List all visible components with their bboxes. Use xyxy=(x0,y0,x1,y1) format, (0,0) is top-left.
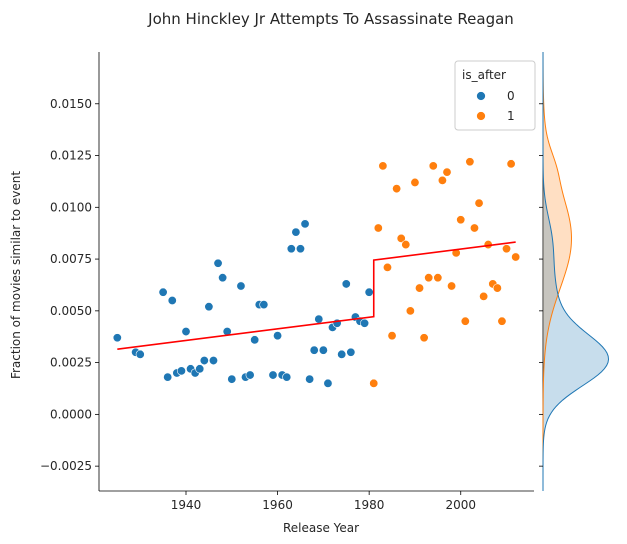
data-point-after xyxy=(460,316,470,326)
data-point-after xyxy=(378,161,388,171)
data-point-after xyxy=(382,262,392,272)
data-point-before xyxy=(337,349,347,359)
marginal-kde-plot xyxy=(539,52,610,491)
data-point-before xyxy=(245,370,255,380)
data-point-before xyxy=(176,366,186,376)
data-point-before xyxy=(227,374,237,384)
y-tick-label: 0.0000 xyxy=(50,407,92,421)
legend-label-0: 0 xyxy=(507,89,515,103)
data-point-after xyxy=(502,244,512,254)
data-point-after xyxy=(387,331,397,341)
data-point-before xyxy=(318,345,328,355)
data-point-after xyxy=(492,283,502,293)
y-axis-label: Fraction of movies similar to event xyxy=(9,171,23,379)
data-point-before xyxy=(204,302,214,312)
data-point-before xyxy=(208,356,218,366)
data-point-after xyxy=(497,316,507,326)
data-point-before xyxy=(112,333,122,343)
data-point-before xyxy=(213,258,223,268)
fit-line xyxy=(117,241,516,350)
legend-title: is_after xyxy=(462,68,506,82)
y-tick-label: 0.0025 xyxy=(50,356,92,370)
data-point-after xyxy=(424,273,434,283)
kde-after-fill xyxy=(543,52,572,491)
data-point-after xyxy=(415,283,425,293)
x-tick-label: 1960 xyxy=(262,498,293,512)
data-point-after xyxy=(479,291,489,301)
kde-after-line xyxy=(542,52,572,491)
data-point-before xyxy=(360,318,370,328)
legend-label-1: 1 xyxy=(507,109,515,123)
data-point-before xyxy=(199,356,209,366)
data-point-before xyxy=(305,374,315,384)
data-point-before xyxy=(163,372,173,382)
y-tick-label: −0.0025 xyxy=(40,459,92,473)
kde-before-fill xyxy=(543,52,609,491)
x-tick-label: 1940 xyxy=(171,498,202,512)
x-tick-label: 2000 xyxy=(445,498,476,512)
data-point-before xyxy=(158,287,168,297)
data-point-after xyxy=(442,167,452,177)
data-point-after xyxy=(506,159,516,169)
y-tick-label: 0.0125 xyxy=(50,149,92,163)
data-point-before xyxy=(236,281,246,291)
y-tick-label: 0.0050 xyxy=(50,304,92,318)
data-point-before xyxy=(286,244,296,254)
legend-marker-0 xyxy=(476,91,486,101)
data-point-before xyxy=(364,287,374,297)
data-point-before xyxy=(268,370,278,380)
x-axis-label: Release Year xyxy=(283,521,359,535)
data-point-after xyxy=(369,378,379,388)
data-point-after xyxy=(401,240,411,250)
data-point-after xyxy=(396,233,406,243)
data-point-before xyxy=(195,364,205,374)
data-point-after xyxy=(392,184,402,194)
chart-title: John Hinckley Jr Attempts To Assassinate… xyxy=(147,10,514,28)
kde-before-line xyxy=(542,52,610,491)
legend-frame xyxy=(454,60,536,131)
data-point-before xyxy=(250,335,260,345)
data-point-before xyxy=(181,327,191,337)
data-point-after xyxy=(474,198,484,208)
data-point-before xyxy=(167,295,177,305)
data-point-after xyxy=(428,161,438,171)
data-point-after xyxy=(469,223,479,233)
data-point-before xyxy=(273,331,283,341)
data-point-before xyxy=(135,349,145,359)
data-point-after xyxy=(405,306,415,316)
legend-marker-1 xyxy=(476,111,486,121)
data-point-before xyxy=(259,300,269,310)
data-point-after xyxy=(447,281,457,291)
data-point-after xyxy=(410,177,420,187)
data-point-after xyxy=(465,157,475,167)
data-point-before xyxy=(295,244,305,254)
data-point-before xyxy=(291,227,301,237)
data-point-after xyxy=(419,333,429,343)
data-point-after xyxy=(451,248,461,258)
data-point-before xyxy=(323,378,333,388)
data-point-after xyxy=(373,223,383,233)
main-plot-area: 1940 1960 1980 2000 −0.0025 0.0000 0.0025 0.005… xyxy=(40,52,534,512)
data-point-after xyxy=(456,215,466,225)
data-point-after xyxy=(433,273,443,283)
data-point-before xyxy=(346,347,356,357)
data-point-before xyxy=(300,219,310,229)
y-tick-label: 0.0100 xyxy=(50,200,92,214)
data-point-before xyxy=(218,273,228,283)
legend: is_after 0 1 xyxy=(454,60,536,131)
data-point-after xyxy=(437,175,447,185)
y-tick-label: 0.0150 xyxy=(50,97,92,111)
data-point-before xyxy=(341,279,351,289)
data-point-before xyxy=(314,314,324,324)
x-tick-label: 1980 xyxy=(354,498,385,512)
data-point-before xyxy=(309,345,319,355)
data-point-after xyxy=(511,252,521,262)
data-point-before xyxy=(282,372,292,382)
y-tick-label: 0.0075 xyxy=(50,252,92,266)
